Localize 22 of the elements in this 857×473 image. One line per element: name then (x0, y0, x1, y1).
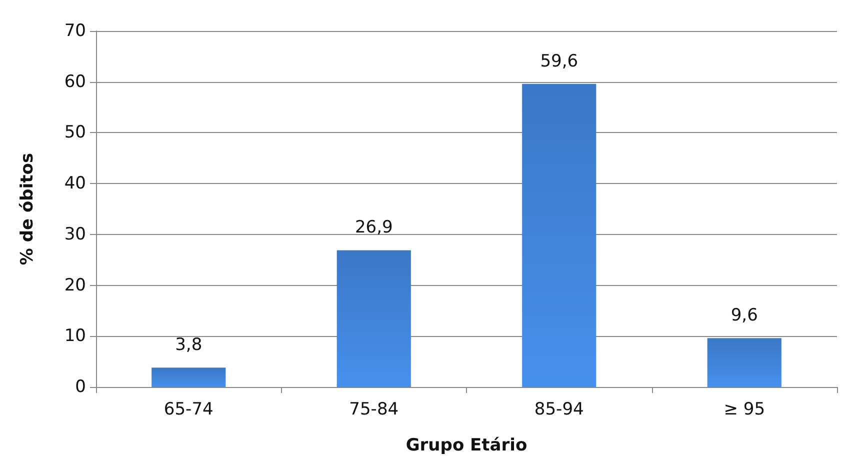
bar (152, 368, 226, 387)
bar (707, 338, 782, 387)
y-tick-label: 10 (64, 326, 86, 346)
x-tick-label: 65-74 (164, 400, 214, 420)
y-tick-label: 40 (64, 174, 86, 194)
data-label: 59,6 (540, 51, 578, 72)
x-axis-title: Grupo Etário (406, 436, 528, 456)
bar (336, 250, 411, 387)
bar (522, 84, 596, 387)
x-tick-label: ≥ 95 (724, 400, 766, 420)
y-tick-label: 60 (64, 72, 86, 92)
data-label: 26,9 (354, 218, 393, 238)
x-tick-label: 85-94 (534, 400, 584, 420)
y-tick-label: 70 (64, 21, 86, 41)
x-tick-label: 75-84 (349, 400, 399, 420)
y-tick-label: 50 (64, 122, 86, 143)
y-tick-label: 20 (64, 275, 86, 296)
data-label: 3,8 (175, 335, 202, 356)
y-tick-label: 30 (64, 224, 86, 244)
data-label: 9,6 (730, 306, 758, 326)
y-axis-title: % de óbitos (18, 152, 38, 266)
y-tick-label: 0 (75, 377, 86, 397)
